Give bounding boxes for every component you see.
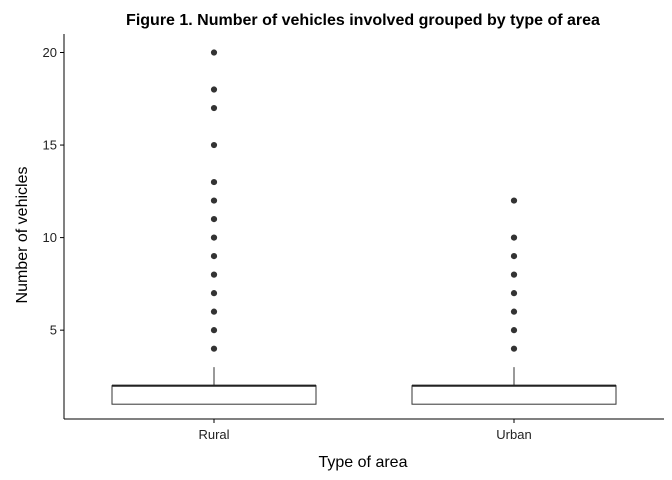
y-tick-label: 5 — [50, 323, 57, 338]
urban-box — [411, 385, 617, 405]
rural-outlier-point — [210, 308, 218, 315]
y-tick-label: 15 — [43, 138, 57, 153]
rural-outlier-point — [210, 86, 218, 93]
x-axis-title: Type of area — [319, 454, 408, 471]
rural-outlier-point — [210, 141, 218, 149]
rural-outlier-point — [210, 327, 218, 334]
plot-area: 5 10 15 20 Rural Urban — [43, 34, 664, 442]
urban-outlier-point — [510, 253, 518, 260]
y-axis-title: Number of vehicles — [14, 167, 31, 304]
y-tick-label: 10 — [43, 230, 57, 245]
rural-outlier-point — [210, 253, 218, 260]
rural-outlier-point — [210, 178, 218, 186]
y-tick-label: 20 — [43, 45, 57, 60]
rural-outlier-point — [210, 345, 218, 352]
x-tick-label: Rural — [198, 427, 229, 442]
urban-outlier-point — [510, 271, 518, 278]
urban-outlier-point — [510, 234, 518, 241]
urban-outlier-point — [510, 197, 518, 204]
chart-title: Figure 1. Number of vehicles involved gr… — [126, 12, 600, 29]
rural-outlier-point — [210, 271, 218, 278]
rural-outlier-point — [210, 290, 218, 297]
rural-outlier-point — [210, 234, 218, 241]
urban-outlier-point — [510, 327, 518, 334]
urban-outlier-point — [510, 290, 518, 297]
rural-outlier-point — [210, 49, 218, 56]
x-tick-label: Urban — [496, 427, 531, 442]
rural-outlier-point — [210, 215, 218, 223]
rural-outlier-point — [210, 104, 218, 112]
urban-outlier-point — [510, 345, 518, 352]
rural-outlier-point — [210, 197, 218, 204]
urban-outlier-point — [510, 308, 518, 315]
rural-box — [111, 385, 317, 405]
